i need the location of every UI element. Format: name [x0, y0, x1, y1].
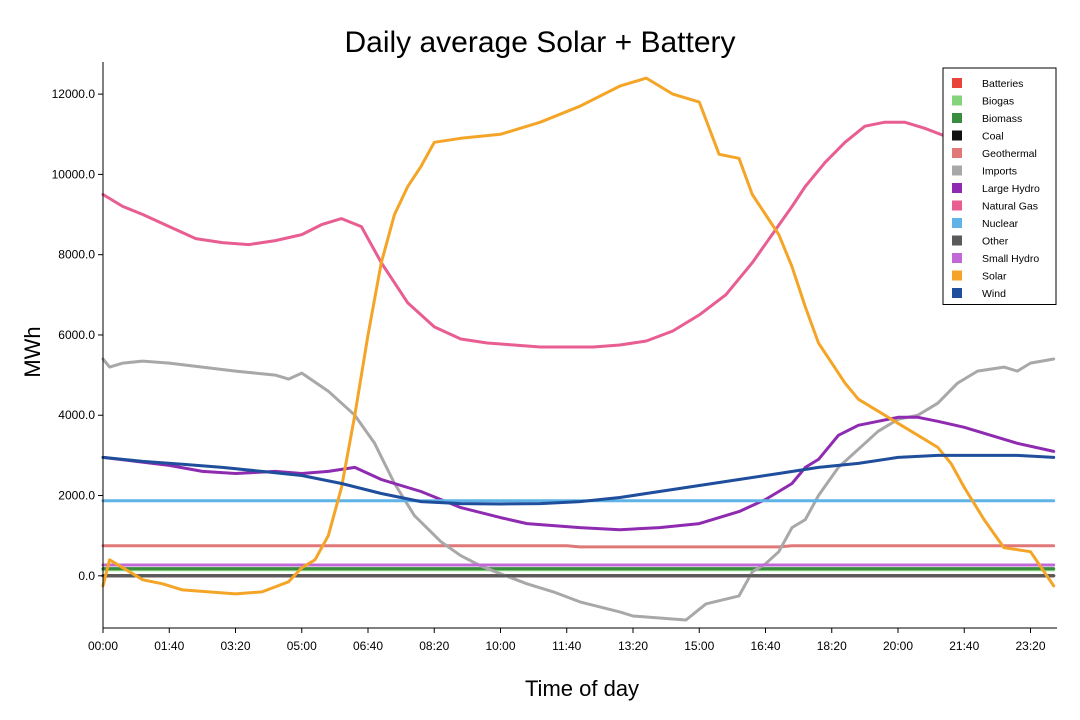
legend-swatch	[952, 270, 962, 281]
x-tick-label: 13:20	[618, 639, 648, 653]
x-tick-label: 08:20	[419, 639, 449, 653]
x-tick-label: 03:20	[220, 639, 250, 653]
legend-swatch	[952, 183, 962, 193]
x-tick-label: 01:40	[154, 639, 184, 653]
x-tick-label: 00:00	[88, 639, 118, 653]
series-line-imports	[101, 357, 1056, 622]
x-tick-label: 10:00	[485, 639, 515, 653]
series-line-large-hydro	[101, 415, 1056, 532]
x-tick-label: 15:00	[684, 639, 714, 653]
x-tick-label: 18:20	[817, 639, 847, 653]
series-line-geothermal	[101, 544, 1056, 549]
legend-label: Solar	[982, 271, 1007, 283]
x-tick-label: 16:40	[750, 639, 780, 653]
x-axis-title: Time of day	[525, 676, 639, 701]
legend-swatch	[952, 148, 962, 158]
legend-label: Natural Gas	[982, 201, 1038, 213]
y-tick-label: 4000.0	[58, 408, 95, 422]
legend: Batteries Biogas Biomass Coal Geothermal Impo…	[942, 67, 1057, 305]
series-line-wind	[101, 453, 1056, 506]
legend-label: Wind	[982, 288, 1006, 300]
legend-label: Other	[982, 236, 1009, 248]
legend-label: Nuclear	[982, 218, 1019, 230]
y-tick-label: 10000.0	[52, 167, 96, 181]
legend-label: Coal	[982, 131, 1004, 143]
legend-label: Geothermal	[982, 148, 1037, 160]
y-tick-label: 8000.0	[58, 248, 95, 262]
legend-swatch	[952, 78, 962, 88]
x-axis: 00:00 01:40 03:20 05:00 06:40 08:20 10:00 11:40…	[88, 627, 1057, 653]
legend-label: Biomass	[982, 113, 1022, 125]
x-tick-label: 05:00	[287, 639, 317, 653]
y-tick-label: 2000.0	[58, 489, 95, 503]
legend-swatch	[952, 235, 962, 246]
x-tick-label: 06:40	[353, 639, 383, 653]
legend-label: Large Hydro	[982, 183, 1040, 195]
legend-swatch	[952, 165, 962, 176]
y-tick-label: 6000.0	[58, 328, 95, 342]
x-tick-label: 11:40	[552, 639, 581, 653]
legend-swatch	[952, 200, 962, 211]
legend-swatch	[952, 130, 962, 141]
legend-label: Imports	[982, 166, 1017, 178]
y-axis: 0.0 2000.0 4000.0 6000.0 8000.0 10000.0 12000.…	[52, 62, 104, 628]
y-axis-title: MWh	[20, 326, 45, 377]
legend-swatch	[952, 288, 962, 298]
y-tick-label: 0.0	[78, 569, 95, 583]
legend-label: Biogas	[982, 96, 1014, 108]
legend-swatch	[952, 95, 962, 106]
x-tick-label: 21:40	[949, 639, 979, 653]
series-line-natural-gas	[101, 120, 1056, 349]
legend-swatch	[952, 218, 962, 228]
legend-swatch	[952, 253, 962, 263]
x-tick-label: 23:20	[1015, 639, 1045, 653]
legend-swatch	[952, 113, 962, 123]
legend-label: Batteries	[982, 78, 1023, 90]
plot-area	[101, 76, 1056, 622]
x-tick-label: 20:00	[883, 639, 913, 653]
y-tick-label: 12000.0	[52, 87, 96, 101]
chart-title: Daily average Solar + Battery	[344, 26, 735, 59]
series-line-solar	[101, 76, 1056, 596]
legend-label: Small Hydro	[982, 253, 1039, 265]
